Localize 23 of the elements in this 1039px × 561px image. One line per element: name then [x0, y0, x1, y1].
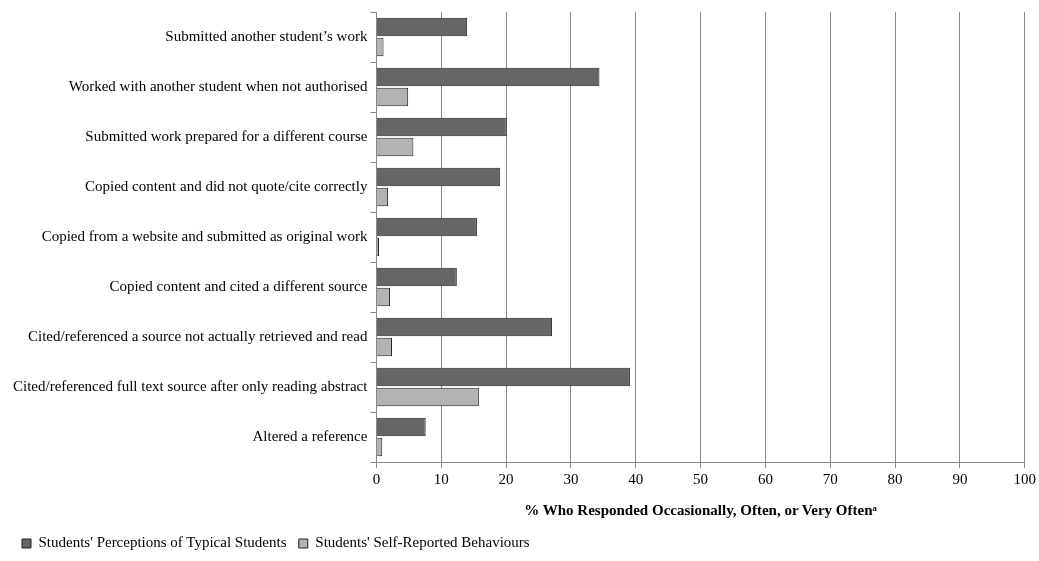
- x-tick-label: 90: [952, 470, 968, 487]
- x-tick-label: 60: [757, 470, 773, 487]
- y-tick-label: Submitted another student’s work: [165, 27, 368, 44]
- legend-label: Students' Perceptions of Typical Students: [38, 534, 287, 551]
- x-tick-label: 30: [563, 470, 579, 487]
- y-tick-label: Copied from a website and submitted as original work: [41, 227, 368, 244]
- x-axis-title: % Who Responded Occasionally, Often, or Very Oftenᵃ: [524, 501, 878, 518]
- y-tick-label: Altered a reference: [252, 427, 368, 444]
- x-tick-label: 80: [887, 470, 903, 487]
- x-tick-label: 0: [372, 470, 381, 487]
- x-tick-label: 40: [628, 470, 644, 487]
- x-tick-label: 100: [1013, 470, 1036, 487]
- legend-label: Students' Self-Reported Behaviours: [315, 534, 530, 551]
- y-tick-label: Submitted work prepared for a different course: [85, 127, 368, 144]
- x-tick-label: 70: [822, 470, 838, 487]
- y-tick-label: Cited/referenced a source not actually retrieved and read: [28, 327, 368, 344]
- x-tick-label: 20: [498, 470, 514, 487]
- y-tick-label: Cited/referenced full text source after only reading abstract: [13, 377, 369, 394]
- y-tick-label: Copied content and did not quote/cite correctly: [85, 177, 368, 194]
- y-tick-label: Copied content and cited a different source: [109, 277, 368, 294]
- x-tick-label: 50: [693, 470, 709, 487]
- x-tick-label: 10: [433, 470, 449, 487]
- y-tick-label: Worked with another student when not authorised: [68, 77, 368, 94]
